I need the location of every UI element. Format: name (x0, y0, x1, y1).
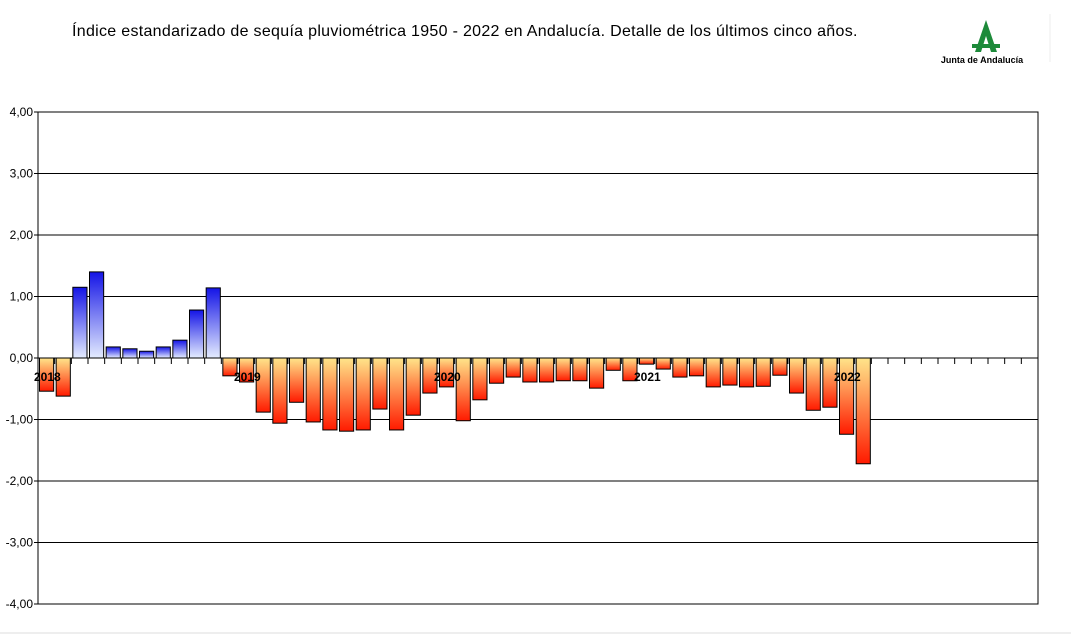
y-tick-label: 0,00 (10, 351, 34, 365)
x-tick-label: 2022 (834, 370, 861, 384)
bar (839, 357, 855, 435)
bar (105, 346, 121, 359)
bar (522, 357, 538, 383)
bar (289, 357, 305, 403)
bar (489, 357, 505, 384)
bar (772, 357, 788, 376)
bar (789, 357, 805, 394)
bar (672, 357, 688, 378)
y-tick-label: 1,00 (10, 290, 34, 304)
y-tick-label: -3,00 (6, 536, 34, 550)
bar (505, 357, 521, 378)
bar (372, 357, 388, 410)
bar (805, 357, 821, 411)
bar (222, 357, 238, 377)
bar (389, 357, 405, 431)
bar (172, 339, 188, 359)
bar (622, 357, 638, 382)
bar (455, 357, 471, 422)
bar (655, 357, 671, 370)
y-tick-label: -4,00 (6, 597, 34, 611)
bar (855, 357, 871, 465)
x-tick-label: 2021 (634, 370, 661, 384)
bar (589, 357, 605, 389)
bar (822, 357, 838, 408)
logo-text: Junta de Andalucía (941, 55, 1024, 65)
bar (405, 357, 421, 416)
bar (539, 357, 555, 383)
x-tick-label: 2019 (234, 370, 261, 384)
bar (755, 357, 771, 387)
bar (439, 357, 455, 388)
chart-title: Índice estandarizado de sequía pluviomét… (72, 21, 858, 40)
bar (139, 350, 155, 359)
y-tick-label: -1,00 (6, 413, 34, 427)
bar (255, 357, 271, 413)
bar (689, 357, 705, 377)
bar (239, 357, 255, 383)
bar (39, 357, 55, 392)
bar (322, 357, 338, 431)
bar (189, 309, 205, 359)
bar (555, 357, 571, 382)
x-tick-label: 2020 (434, 370, 461, 384)
logo-icon (972, 20, 1000, 52)
bar (272, 357, 288, 424)
bar (55, 357, 71, 397)
x-tick-label: 2018 (34, 370, 61, 384)
bar (739, 357, 755, 388)
bar (305, 357, 321, 423)
bar (89, 271, 105, 359)
bar (205, 287, 221, 359)
y-tick-label: -2,00 (6, 474, 34, 488)
bar (705, 357, 721, 388)
bar (722, 357, 738, 386)
bar (355, 357, 371, 431)
bar (422, 357, 438, 394)
bar (605, 357, 621, 371)
bar (155, 346, 171, 359)
plot-frame (37, 111, 1039, 605)
bar (572, 357, 588, 382)
y-tick-label: 3,00 (10, 167, 34, 181)
bar (122, 348, 138, 359)
bar (639, 357, 655, 365)
y-tick-label: 2,00 (10, 228, 34, 242)
bar (72, 286, 88, 359)
y-tick-label: 4,00 (10, 105, 34, 119)
bar (472, 357, 488, 401)
bar (339, 357, 355, 432)
